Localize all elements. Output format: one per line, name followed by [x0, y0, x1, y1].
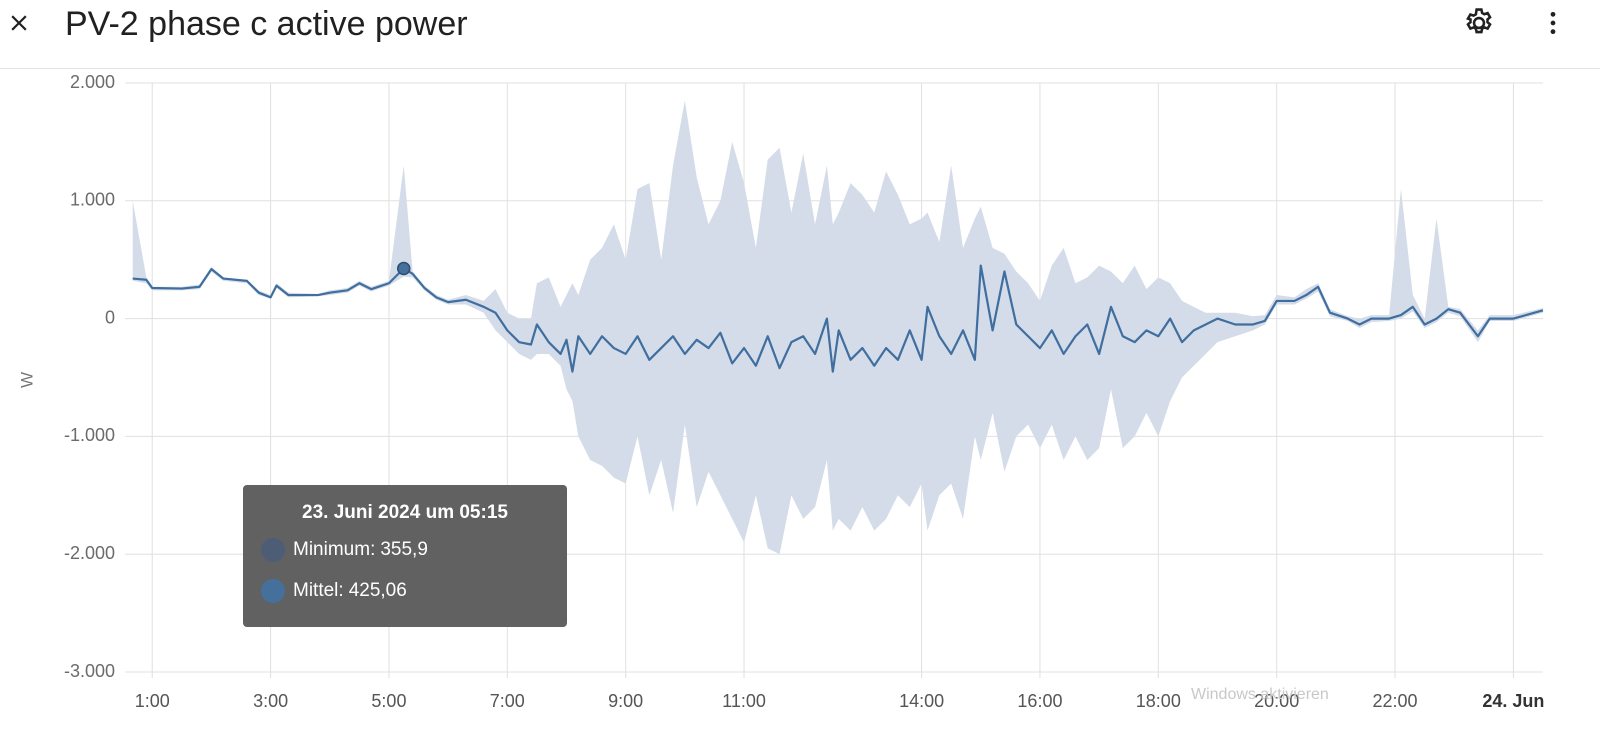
settings-button[interactable]: [1462, 6, 1496, 40]
more-menu-button[interactable]: [1540, 8, 1566, 38]
dialog-header: PV-2 phase c active power: [0, 0, 1600, 69]
y-tick-label: -2.000: [64, 543, 115, 563]
tooltip-title: 23. Juni 2024 um 05:15: [302, 502, 508, 523]
y-axis-label: W: [17, 372, 36, 388]
close-button[interactable]: [6, 10, 32, 36]
tooltip-row: Minimum355,9: [261, 538, 428, 562]
series-swatch: [261, 579, 285, 603]
x-tick-label: 18:00: [1136, 691, 1181, 711]
tooltip: 23. Juni 2024 um 05:15 Minimum355,9 Mitte…: [243, 485, 567, 627]
x-tick-label: 20:00: [1254, 691, 1299, 711]
y-tick-label: 2.000: [70, 72, 115, 92]
x-tick-label: 16:00: [1017, 691, 1062, 711]
y-tick-label: 0: [105, 307, 115, 327]
x-tick-label: 11:00: [722, 691, 766, 711]
min-max-band: [132, 100, 1544, 555]
y-tick-label: -3.000: [64, 661, 115, 681]
watermark: Windows aktivieren: [1191, 686, 1329, 703]
series-name: Mittel: [293, 580, 349, 602]
x-tick-label: 24. Jun: [1482, 691, 1544, 711]
x-tick-label: 14:00: [899, 691, 944, 711]
series-swatch: [261, 538, 285, 562]
series-name: Minimum: [293, 539, 380, 561]
x-tick-label: 9:00: [608, 691, 643, 711]
series-value: 425,06: [348, 580, 407, 601]
series-value: 355,9: [380, 539, 428, 560]
hover-point: [396, 261, 411, 276]
mean-line: [132, 264, 1544, 373]
x-tick-label: 5:00: [371, 691, 406, 711]
tooltip-row: Mittel425,06: [261, 579, 407, 603]
x-tick-label: 3:00: [253, 691, 288, 711]
y-tick-label: -1.000: [64, 425, 115, 445]
dialog-title: PV-2 phase c active power: [65, 5, 468, 43]
x-tick-label: 1:00: [135, 691, 170, 711]
x-tick-label: 22:00: [1373, 691, 1418, 711]
x-tick-label: 7:00: [490, 691, 525, 711]
y-tick-label: 1.000: [70, 190, 115, 210]
